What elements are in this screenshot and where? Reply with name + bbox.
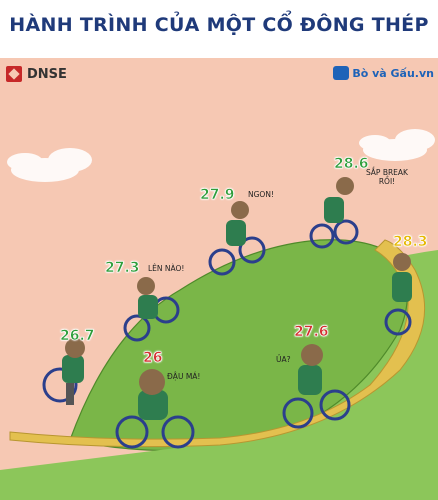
rider-icon (309, 177, 359, 249)
price-label: 28.3 (393, 234, 428, 251)
rider-icon (42, 338, 85, 405)
foreground-grass (0, 432, 438, 500)
brand-bovagau-label: Bò và Gấu.vn (352, 66, 434, 80)
rider-icon (208, 201, 266, 276)
price-label: 26 (143, 350, 163, 367)
page-title: HÀNH TRÌNH CỦA MỘT CỔ ĐÔNG THÉP (9, 14, 429, 36)
rider-icon (282, 344, 351, 429)
brand-bovagau: Bò và Gấu.vn (333, 66, 434, 80)
title-band (0, 0, 438, 58)
speech-text: ỦA? (276, 355, 291, 364)
brand-dnse: DNSE (6, 66, 67, 82)
price-label: 27.6 (294, 324, 329, 341)
rider-icon (123, 277, 180, 342)
rider-icon (115, 369, 195, 449)
rider-icon (384, 253, 412, 336)
speech-text: ĐẬU MÁ! (167, 372, 201, 381)
speech-text: LÊN NÀO! (148, 264, 185, 273)
brand-dnse-label: DNSE (27, 66, 67, 82)
bovagau-logo-icon (333, 66, 350, 80)
price-label: 26.7 (60, 328, 95, 345)
bike-path (9, 239, 426, 448)
price-label: 28.6 (334, 156, 369, 173)
dnse-logo-icon (6, 66, 22, 82)
speech-text: NGON! (248, 190, 274, 199)
price-label: 27.3 (105, 260, 140, 277)
speech-text: SẮP BREAK RỒI! (366, 168, 408, 186)
price-label: 27.9 (200, 187, 235, 204)
cloud-icon (7, 148, 92, 182)
cloud-icon (359, 129, 435, 161)
